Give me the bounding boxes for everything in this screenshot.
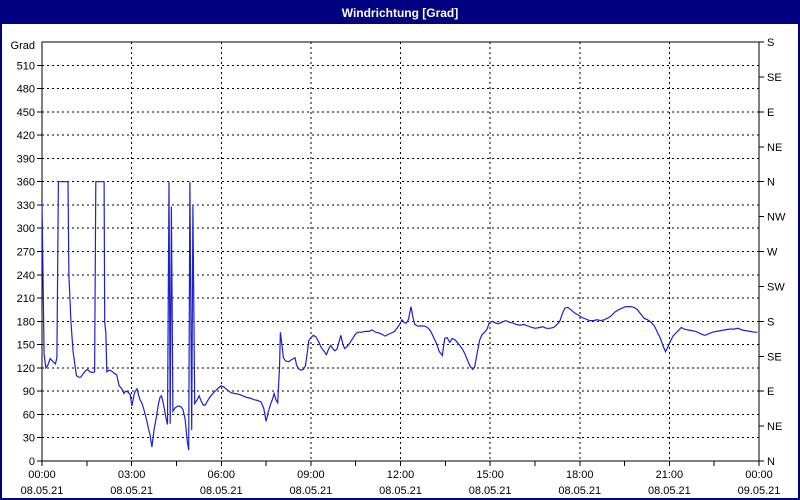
svg-text:SW: SW xyxy=(767,281,785,293)
y-axis-unit-label: Grad xyxy=(11,40,35,52)
svg-text:240: 240 xyxy=(17,270,35,282)
svg-text:09:00: 09:00 xyxy=(297,469,325,481)
window-title-bar[interactable]: Windrichtung [Grad] xyxy=(2,2,798,24)
svg-text:NE: NE xyxy=(767,421,782,433)
svg-text:08.05.21: 08.05.21 xyxy=(110,485,153,497)
svg-text:E: E xyxy=(767,107,774,119)
svg-text:270: 270 xyxy=(17,247,35,259)
svg-text:03:00: 03:00 xyxy=(118,469,146,481)
y-axis-left: 0 30 60 90 120 150 180 210 240 270 300 330 360 390 420… xyxy=(11,40,42,468)
svg-text:08.05.21: 08.05.21 xyxy=(469,485,512,497)
svg-text:00:00: 00:00 xyxy=(28,469,56,481)
svg-text:NW: NW xyxy=(767,212,786,224)
svg-text:450: 450 xyxy=(17,107,35,119)
svg-text:18:00: 18:00 xyxy=(566,469,594,481)
svg-text:N: N xyxy=(767,177,775,189)
svg-text:30: 30 xyxy=(23,433,35,445)
svg-text:09.05.21: 09.05.21 xyxy=(738,485,781,497)
svg-text:60: 60 xyxy=(23,409,35,421)
svg-text:08.05.21: 08.05.21 xyxy=(21,485,64,497)
svg-text:08.05.21: 08.05.21 xyxy=(648,485,691,497)
svg-text:S: S xyxy=(767,316,774,328)
svg-text:360: 360 xyxy=(17,177,35,189)
svg-text:08.05.21: 08.05.21 xyxy=(558,485,601,497)
window-title: Windrichtung [Grad] xyxy=(341,6,459,20)
svg-text:510: 510 xyxy=(17,60,35,72)
svg-text:90: 90 xyxy=(23,386,35,398)
svg-text:210: 210 xyxy=(17,293,35,305)
svg-text:390: 390 xyxy=(17,153,35,165)
x-axis: 00:00 08.05.21 03:00 08.05.21 06:00 08.05.21 0… xyxy=(21,461,781,497)
svg-text:NE: NE xyxy=(767,142,782,154)
svg-text:120: 120 xyxy=(17,363,35,375)
svg-text:W: W xyxy=(767,247,778,259)
svg-text:08.05.21: 08.05.21 xyxy=(200,485,243,497)
svg-text:150: 150 xyxy=(17,340,35,352)
svg-text:15:00: 15:00 xyxy=(476,469,504,481)
svg-text:06:00: 06:00 xyxy=(207,469,235,481)
y-axis-right: N NE E SE S SW W NW N NE E SE S xyxy=(759,37,786,468)
svg-text:12:00: 12:00 xyxy=(387,469,415,481)
svg-text:00:00: 00:00 xyxy=(745,469,773,481)
svg-text:N: N xyxy=(767,456,775,468)
svg-text:420: 420 xyxy=(17,130,35,142)
svg-text:SE: SE xyxy=(767,351,782,363)
svg-text:08.05.21: 08.05.21 xyxy=(379,485,422,497)
gridlines xyxy=(42,42,759,461)
svg-text:330: 330 xyxy=(17,200,35,212)
data-line xyxy=(41,181,758,451)
svg-text:S: S xyxy=(767,37,774,49)
svg-text:08.05.21: 08.05.21 xyxy=(289,485,332,497)
svg-text:300: 300 xyxy=(17,223,35,235)
svg-text:21:00: 21:00 xyxy=(656,469,684,481)
svg-text:180: 180 xyxy=(17,316,35,328)
svg-text:480: 480 xyxy=(17,84,35,96)
svg-text:E: E xyxy=(767,386,774,398)
svg-text:SE: SE xyxy=(767,72,782,84)
svg-text:0: 0 xyxy=(29,456,35,468)
series-wind-direction xyxy=(41,181,758,451)
